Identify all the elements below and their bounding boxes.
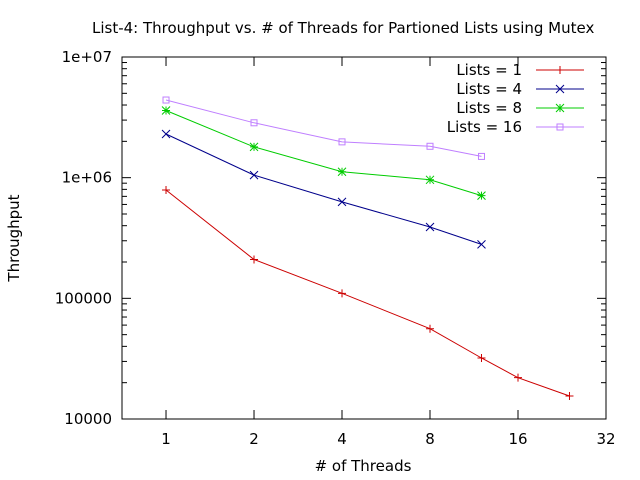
data-point (337, 167, 347, 177)
data-point (249, 170, 259, 180)
data-point (250, 119, 258, 127)
y-tick-label: 10000 (64, 410, 112, 428)
data-point (337, 197, 347, 207)
x-tick-label: 2 (249, 430, 259, 448)
data-point (162, 96, 170, 104)
data-point (338, 289, 347, 298)
legend-marker (556, 66, 564, 74)
x-tick-label: 4 (337, 430, 347, 448)
series-1 (162, 186, 574, 401)
x-tick-label: 8 (425, 430, 435, 448)
data-point (477, 191, 486, 200)
y-tick-label: 1e+06 (62, 169, 112, 187)
data-point (514, 373, 523, 382)
legend-label: Lists = 1 (456, 61, 522, 79)
series-line (165, 110, 482, 197)
x-tick-label: 16 (508, 430, 527, 448)
data-point (477, 240, 486, 249)
legend-label: Lists = 4 (456, 80, 522, 98)
data-point (250, 255, 259, 264)
data-point (426, 324, 435, 333)
data-point (425, 222, 435, 232)
legend-label: Lists = 16 (447, 118, 522, 136)
data-point (249, 142, 259, 152)
axes: 10000 100000 1e+06 1e+07 1 2 4 8 16 32 (55, 48, 616, 448)
chart-title: List-4: Throughput vs. # of Threads for … (92, 19, 594, 37)
data-point (477, 354, 486, 363)
data-point (161, 106, 171, 115)
series-line (165, 99, 482, 157)
series-line (165, 189, 570, 397)
y-tick-label: 1e+07 (62, 48, 112, 66)
plot-frame (121, 56, 607, 420)
series-2 (161, 129, 486, 249)
data-point (425, 175, 435, 185)
x-tick-label: 32 (596, 430, 615, 448)
x-tick-label: 1 (161, 430, 171, 448)
series-layer (161, 96, 574, 401)
legend-marker (556, 123, 564, 131)
y-tick-label: 100000 (55, 289, 112, 307)
data-point (426, 142, 434, 150)
series-4 (162, 96, 485, 160)
data-point (565, 392, 574, 401)
series-3 (161, 106, 486, 200)
data-point (161, 129, 171, 139)
data-point (477, 152, 485, 160)
x-axis-label: # of Threads (315, 457, 412, 475)
legend-label: Lists = 8 (456, 99, 522, 117)
legend-marker (555, 84, 565, 94)
legend-marker (555, 103, 565, 113)
data-point (338, 138, 346, 146)
y-axis-label: Throughput (5, 194, 23, 282)
data-point (162, 186, 171, 195)
